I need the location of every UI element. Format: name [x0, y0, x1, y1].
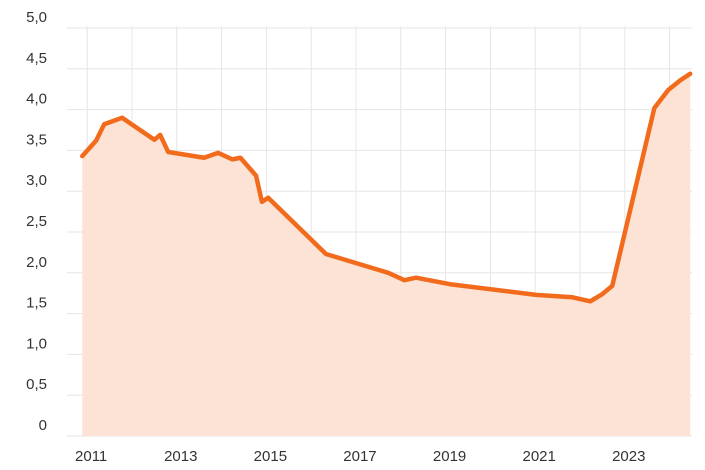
y-tick-label: 1,0: [26, 335, 47, 352]
y-tick-label: 2,5: [26, 213, 47, 230]
x-tick-label: 2021: [523, 448, 556, 465]
x-tick-label: 2019: [433, 448, 466, 465]
y-tick-label: 2,0: [26, 254, 47, 271]
y-tick-label: 0,5: [26, 376, 47, 393]
y-tick-label: 5,0: [26, 9, 47, 26]
y-tick-label: 3,0: [26, 172, 47, 189]
y-tick-label: 1,5: [26, 295, 47, 312]
x-tick-label: 2023: [612, 448, 645, 465]
line: [79, 71, 693, 304]
x-tick-label: 2013: [164, 448, 197, 465]
y-tick-label: 0: [39, 417, 47, 434]
x-tick-label: 2015: [254, 448, 287, 465]
x-tick-label: 2017: [343, 448, 376, 465]
y-tick-label: 4,0: [26, 91, 47, 108]
y-tick-label: 4,5: [26, 50, 47, 67]
x-tick-label: 2011: [75, 448, 107, 465]
y-tick-label: 3,5: [26, 131, 47, 148]
area: [82, 73, 691, 437]
